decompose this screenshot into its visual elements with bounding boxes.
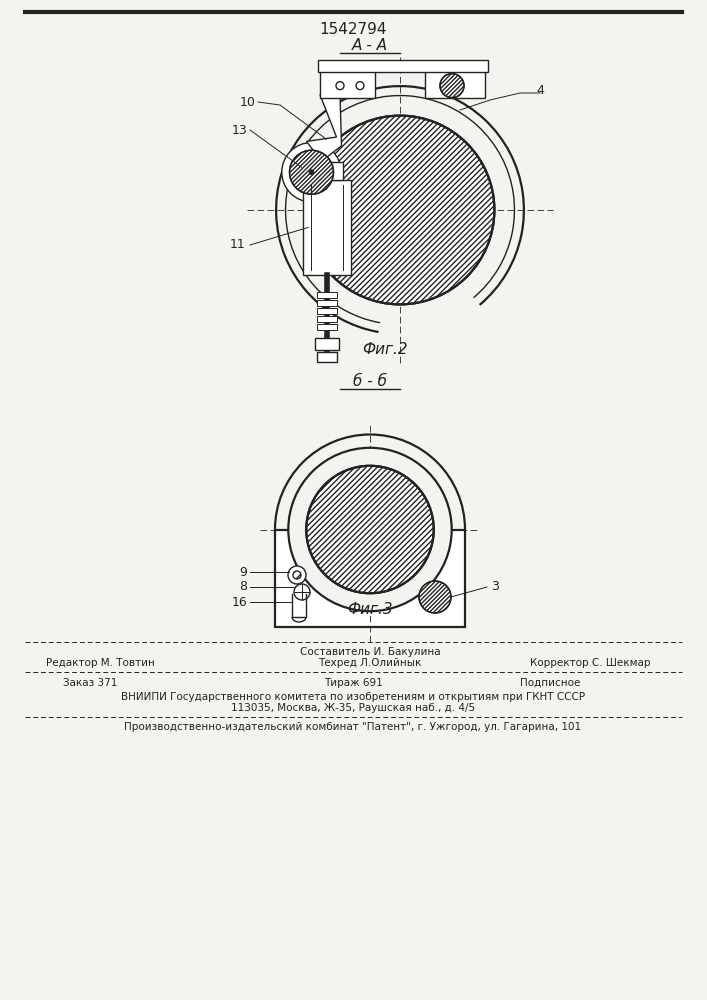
Circle shape [293,571,301,579]
Circle shape [306,466,433,593]
Circle shape [294,584,310,600]
Text: Фиг.3: Фиг.3 [347,602,393,617]
Circle shape [419,581,451,613]
Circle shape [336,82,344,90]
Bar [317,352,337,362]
Text: Корректор С. Шекмар: Корректор С. Шекмар [530,658,650,668]
Bar [317,324,337,330]
Text: Техред Л.Олийнык: Техред Л.Олийнык [318,658,421,668]
Circle shape [288,566,306,584]
Bar [311,162,343,180]
Bar [425,70,485,98]
Circle shape [309,170,314,175]
Text: Подписное: Подписное [520,678,580,688]
Text: 4: 4 [536,84,544,97]
Text: б - б: б - б [353,374,387,389]
Text: Фиг.2: Фиг.2 [362,342,408,358]
Bar [315,338,339,350]
Text: Заказ 371: Заказ 371 [63,678,117,688]
Text: Составитель И. Бакулина: Составитель И. Бакулина [300,647,440,657]
Text: 10: 10 [240,96,256,108]
Circle shape [288,448,452,611]
Circle shape [282,143,341,202]
Text: Тираж 691: Тираж 691 [324,678,382,688]
Circle shape [305,116,494,304]
Text: 16: 16 [232,595,248,608]
Text: 1542794: 1542794 [320,22,387,37]
Circle shape [356,82,364,90]
Polygon shape [307,95,341,161]
Bar [303,180,351,275]
Text: ВНИИПИ Государственного комитета по изобретениям и открытиям при ГКНТ СССР: ВНИИПИ Государственного комитета по изоб… [121,692,585,702]
Bar [275,530,465,627]
Text: 9: 9 [239,566,247,578]
Text: Производственно-издательский комбинат "Патент", г. Ужгород, ул. Гагарина, 101: Производственно-издательский комбинат "П… [124,722,582,732]
Bar [317,316,337,322]
Circle shape [289,150,334,194]
Circle shape [440,74,464,98]
Text: Редактор М. Товтин: Редактор М. Товтин [45,658,154,668]
Text: 113035, Москва, Ж-35, Раушская наб., д. 4/5: 113035, Москва, Ж-35, Раушская наб., д. … [231,703,475,713]
Bar [318,60,488,72]
Bar [317,308,337,314]
Bar [317,292,337,298]
Text: А - А: А - А [352,38,388,53]
Bar [317,300,337,306]
Text: 11: 11 [230,238,246,251]
Bar [320,70,375,98]
Text: 13: 13 [232,123,248,136]
Text: 3: 3 [491,580,499,593]
Text: 8: 8 [239,580,247,593]
